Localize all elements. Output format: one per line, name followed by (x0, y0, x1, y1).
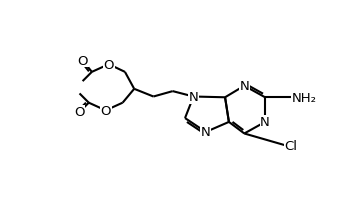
Text: N: N (240, 80, 249, 93)
Text: NH₂: NH₂ (292, 91, 317, 104)
Text: N: N (201, 126, 211, 139)
Text: N: N (189, 90, 198, 103)
Text: Cl: Cl (284, 139, 297, 152)
Text: O: O (101, 104, 111, 117)
Text: N: N (260, 116, 270, 129)
Text: O: O (74, 106, 85, 119)
Text: O: O (103, 58, 114, 71)
Text: O: O (77, 55, 88, 67)
